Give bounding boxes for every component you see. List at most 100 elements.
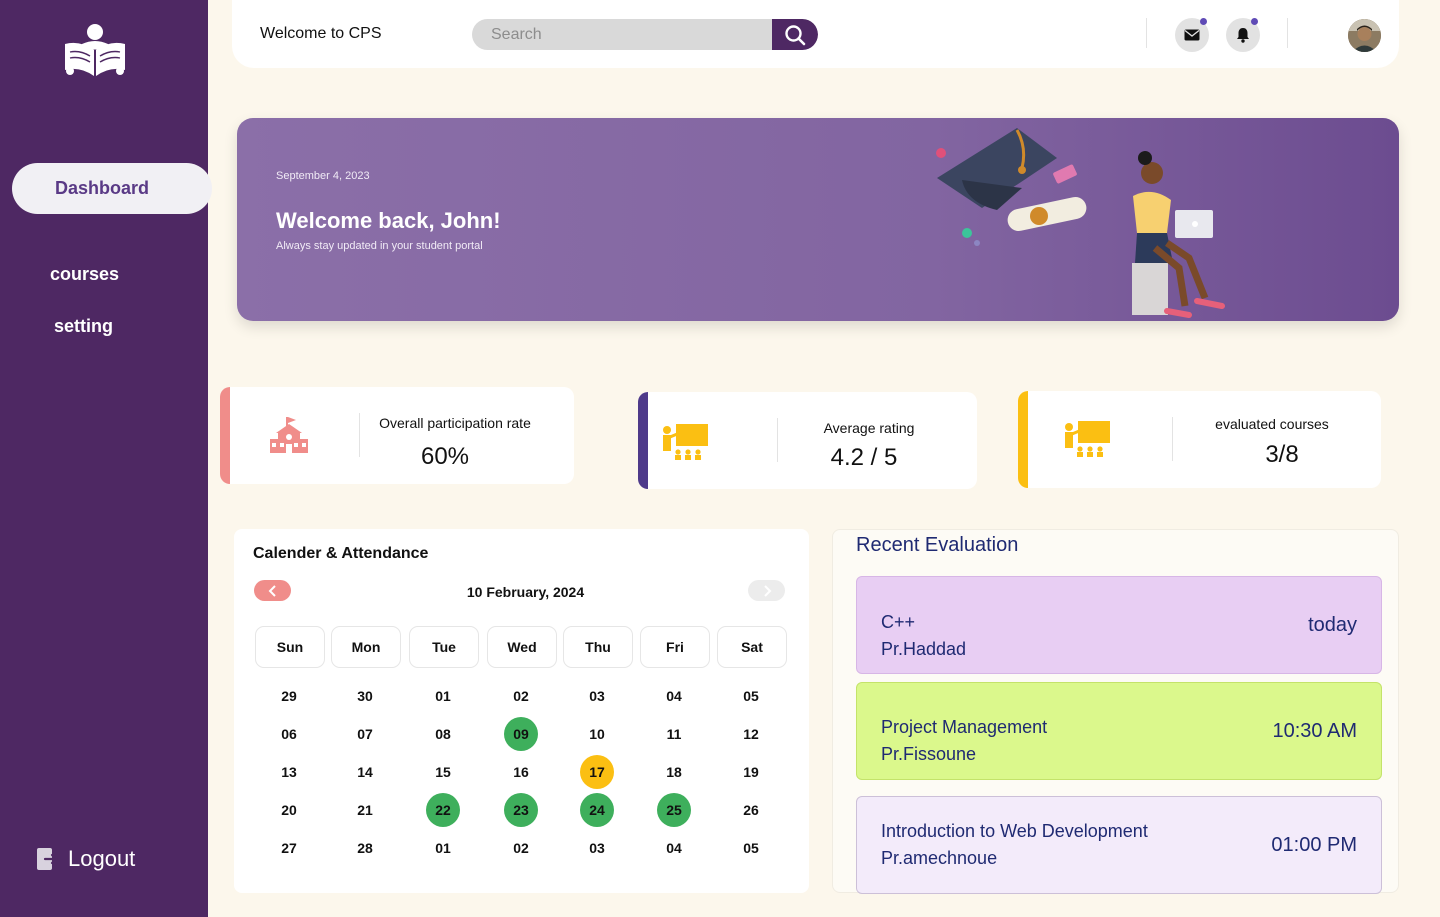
- calendar-day[interactable]: 27: [281, 840, 297, 856]
- calendar-day[interactable]: 05: [743, 840, 759, 856]
- welcome-banner: September 4, 2023 Welcome back, John! Al…: [237, 118, 1399, 321]
- teacher-class-icon: [1065, 421, 1110, 457]
- calendar-day[interactable]: 09: [504, 717, 538, 751]
- calendar-day[interactable]: 05: [743, 688, 759, 704]
- stat-value: 4.2 / 5: [830, 444, 898, 471]
- teacher-class-icon: [663, 424, 708, 460]
- banner-subtitle: Always stay updated in your student port…: [276, 240, 483, 252]
- calendar-day[interactable]: 04: [666, 688, 682, 704]
- sidebar-item-courses[interactable]: courses: [50, 264, 119, 285]
- stat-accent-bar: [1018, 391, 1028, 488]
- notification-dot: [1200, 18, 1207, 25]
- calendar-day[interactable]: 03: [589, 688, 605, 704]
- search-bar: [472, 19, 818, 50]
- evaluation-item[interactable]: Project Management Pr.Fissoune 10:30 AM: [856, 682, 1382, 780]
- search-input[interactable]: [472, 19, 772, 50]
- calendar-title: Calender & Attendance: [253, 545, 429, 562]
- evaluation-professor: Pr.Fissoune: [881, 744, 977, 764]
- previous-month-button[interactable]: [254, 580, 291, 601]
- calendar-day[interactable]: 17: [580, 755, 614, 789]
- calendar-day[interactable]: 25: [657, 793, 691, 827]
- evaluation-item[interactable]: C++ Pr.Haddad today: [856, 576, 1382, 674]
- evaluation-time: 01:00 PM: [1271, 834, 1357, 856]
- chevron-left-icon: [268, 584, 276, 597]
- calendar-day[interactable]: 21: [357, 802, 373, 818]
- avatar[interactable]: [1348, 19, 1381, 52]
- calendar-day[interactable]: 19: [743, 764, 759, 780]
- calendar-day[interactable]: 30: [357, 688, 373, 704]
- calendar-day[interactable]: 28: [357, 840, 373, 856]
- calendar-day[interactable]: 04: [666, 840, 682, 856]
- calendar-day[interactable]: 07: [357, 726, 373, 742]
- calendar-day[interactable]: 23: [504, 793, 538, 827]
- recent-evaluation-title: Recent Evaluation: [856, 534, 1019, 556]
- search-icon: [785, 24, 806, 45]
- calendar-day[interactable]: 02: [513, 840, 529, 856]
- sidebar-item-setting[interactable]: setting: [54, 316, 113, 337]
- divider: [1146, 18, 1147, 48]
- calendar-day[interactable]: 15: [435, 764, 451, 780]
- calendar-day[interactable]: 03: [589, 840, 605, 856]
- next-month-button[interactable]: [748, 580, 785, 601]
- graduation-illustration: [936, 128, 1225, 318]
- calendar-day[interactable]: 22: [426, 793, 460, 827]
- weekday-header: Thu: [563, 626, 633, 668]
- stat-accent-bar: [220, 387, 230, 484]
- calendar-day[interactable]: 13: [281, 764, 297, 780]
- stat-label: Average rating: [823, 420, 915, 436]
- stat-value: 60%: [420, 443, 470, 470]
- stat-value: 3/8: [1265, 441, 1299, 468]
- user-avatar-icon: [1348, 19, 1381, 52]
- search-button[interactable]: [772, 19, 818, 50]
- banner-date: September 4, 2023: [276, 170, 370, 182]
- stat-accent-bar: [638, 392, 648, 489]
- stat-divider: [359, 413, 360, 457]
- weekday-header: Mon: [331, 626, 401, 668]
- chevron-right-icon: [763, 584, 771, 597]
- calendar-day[interactable]: 10: [589, 726, 605, 742]
- evaluation-time: 10:30 AM: [1272, 720, 1357, 742]
- calendar-day[interactable]: 29: [281, 688, 297, 704]
- calendar-day[interactable]: 24: [580, 793, 614, 827]
- stat-card-evaluated: evaluated courses 3/8: [1018, 391, 1381, 488]
- calendar-day[interactable]: 01: [435, 688, 451, 704]
- calendar-day[interactable]: 26: [743, 802, 759, 818]
- weekday-header: Wed: [487, 626, 557, 668]
- logout-button[interactable]: Logout: [36, 846, 135, 872]
- calendar-day[interactable]: 18: [666, 764, 682, 780]
- evaluation-professor: Pr.amechnoue: [881, 848, 998, 868]
- stat-card-participation: Overall participation rate 60%: [220, 387, 574, 484]
- banner-title: Welcome back, John!: [276, 208, 501, 233]
- logout-icon: [37, 848, 58, 870]
- stat-label: evaluated courses: [1215, 416, 1329, 432]
- calendar-day[interactable]: 12: [743, 726, 759, 742]
- calendar-day[interactable]: 02: [513, 688, 529, 704]
- sidebar: Dashboard courses setting Logout: [0, 0, 212, 917]
- top-bar: Welcome to CPS: [232, 0, 1399, 68]
- sidebar-item-label: setting: [54, 316, 114, 336]
- school-icon: [270, 417, 308, 453]
- weekday-header: Fri: [640, 626, 710, 668]
- weekday-header: Tue: [409, 626, 479, 668]
- calendar-day[interactable]: 08: [435, 726, 451, 742]
- bell-icon: [1237, 28, 1249, 43]
- sidebar-item-label: Dashboard: [55, 178, 150, 198]
- evaluation-course: C++: [881, 612, 916, 632]
- evaluation-course: Introduction to Web Development: [881, 821, 1148, 841]
- calendar-month-label: 10 February, 2024: [466, 584, 585, 600]
- calendar-day[interactable]: 14: [357, 764, 373, 780]
- calendar-day[interactable]: 11: [666, 726, 682, 742]
- calendar-day[interactable]: 20: [281, 802, 297, 818]
- calendar-card: Calender & Attendance 10 February, 2024 …: [234, 529, 809, 893]
- calendar-day[interactable]: 06: [281, 726, 297, 742]
- sidebar-item-label: courses: [50, 264, 120, 284]
- calendar-day[interactable]: 01: [435, 840, 451, 856]
- calendar-day[interactable]: 16: [513, 764, 529, 780]
- stat-divider: [777, 418, 778, 462]
- sidebar-item-dashboard[interactable]: Dashboard: [12, 163, 212, 214]
- evaluation-professor: Pr.Haddad: [881, 639, 967, 659]
- mail-button[interactable]: [1175, 18, 1209, 52]
- evaluation-item[interactable]: Introduction to Web Development Pr.amech…: [856, 796, 1382, 894]
- mail-icon: [1184, 29, 1200, 41]
- notifications-button[interactable]: [1226, 18, 1260, 52]
